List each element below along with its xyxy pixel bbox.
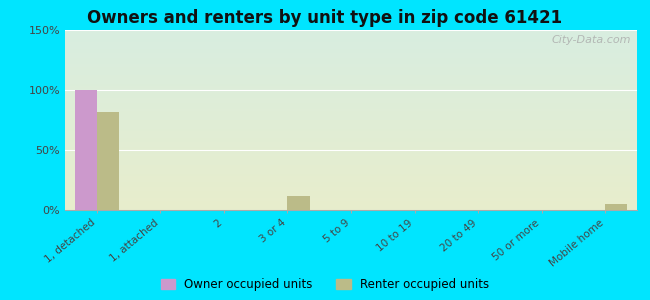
Bar <box>605 204 627 210</box>
Text: Owners and renters by unit type in zip code 61421: Owners and renters by unit type in zip c… <box>88 9 562 27</box>
Bar <box>97 112 119 210</box>
Bar <box>287 196 309 210</box>
Legend: Owner occupied units, Renter occupied units: Owner occupied units, Renter occupied un… <box>161 278 489 291</box>
Bar <box>75 90 97 210</box>
Text: City-Data.com: City-Data.com <box>552 35 631 45</box>
